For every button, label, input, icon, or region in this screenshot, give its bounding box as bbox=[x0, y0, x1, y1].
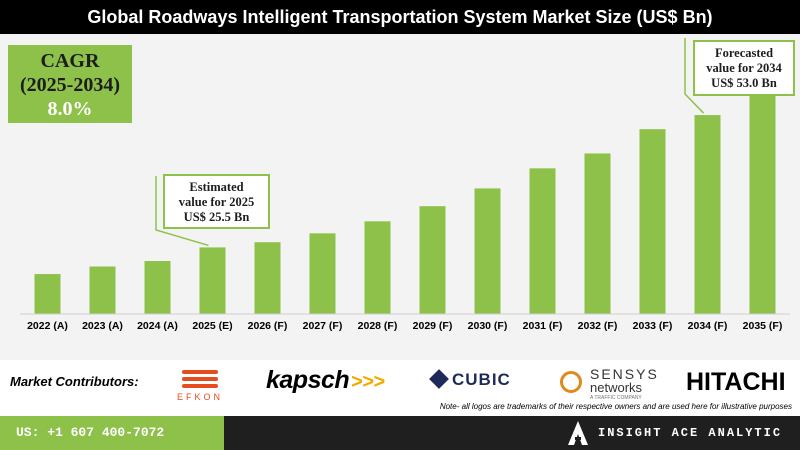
x-tick-label: 2034 (F) bbox=[688, 320, 728, 332]
estimated-callout-line1: Estimated bbox=[189, 180, 244, 194]
estimated-callout-line2: value for 2025 bbox=[178, 195, 255, 209]
chart-area: 2022 (A) 2023 (A) 2024 (A) 2025 (E) 2026 (F)… bbox=[0, 34, 800, 360]
x-tick-label: 2030 (F) bbox=[468, 320, 508, 332]
estimated-callout-connector bbox=[155, 176, 209, 247]
bar-2028-f bbox=[364, 221, 391, 314]
x-tick-label: 2025 (E) bbox=[192, 320, 232, 332]
kapsch-logo-text: kapsch bbox=[266, 366, 350, 394]
footer-phone: US: +1 607 400-7072 bbox=[0, 416, 224, 450]
x-tick-label: 2028 (F) bbox=[358, 320, 398, 332]
bar-2023-a bbox=[89, 266, 116, 314]
forecasted-callout-connector bbox=[684, 38, 705, 114]
bar-2032-f bbox=[584, 153, 611, 314]
forecasted-callout-line1: Forecasted bbox=[714, 46, 774, 60]
estimated-callout: Estimated value for 2025 US$ 25.5 Bn bbox=[163, 174, 270, 229]
x-tick-label: 2035 (F) bbox=[743, 320, 783, 332]
sensys-networks-logo: SENSYS networks A TRAFFIC COMPANY bbox=[560, 366, 660, 406]
cubic-logo-text: CUBIC bbox=[452, 370, 511, 389]
cagr-value: 8.0% bbox=[47, 98, 93, 120]
cubic-mark-icon bbox=[429, 369, 449, 389]
efkon-logo: EFKON bbox=[172, 366, 228, 410]
insightace-logo-icon bbox=[568, 421, 588, 445]
cagr-label: CAGR bbox=[40, 50, 100, 72]
bar-2035-f bbox=[749, 81, 776, 314]
x-tick-label: 2029 (F) bbox=[413, 320, 453, 332]
sensys-logo-line3: A TRAFFIC COMPANY bbox=[590, 395, 642, 401]
forecasted-callout: Forecasted value for 2034 US$ 53.0 Bn bbox=[693, 40, 795, 96]
x-tick-label: 2022 (A) bbox=[27, 320, 68, 332]
market-contributors-label: Market Contributors: bbox=[10, 374, 139, 389]
cubic-logo: CUBIC bbox=[429, 369, 511, 390]
bar-2024-a bbox=[144, 261, 171, 314]
kapsch-arrows-icon: >>> bbox=[351, 371, 385, 393]
x-tick-label: 2027 (F) bbox=[303, 320, 343, 332]
bar-2026-f bbox=[254, 242, 281, 314]
bar-2030-f bbox=[474, 188, 501, 314]
bar-2027-f bbox=[309, 233, 336, 314]
sensys-logo-line1: SENSYS bbox=[590, 366, 659, 382]
bar-2022-a bbox=[34, 274, 61, 314]
chart-title: Global Roadways Intelligent Transportati… bbox=[0, 0, 800, 34]
x-tick-label: 2033 (F) bbox=[633, 320, 673, 332]
footer-brand: INSIGHT ACE ANALYTIC bbox=[598, 426, 783, 440]
market-contributors-row: Market Contributors: EFKON kapsch >>> CUB… bbox=[0, 360, 800, 416]
bar-2025-e bbox=[199, 247, 226, 314]
x-tick-label: 2024 (A) bbox=[137, 320, 178, 332]
cagr-period: (2025-2034) bbox=[20, 74, 120, 96]
estimated-callout-line3: US$ 25.5 Bn bbox=[183, 210, 250, 224]
bar-2029-f bbox=[419, 206, 446, 314]
x-tick-label: 2032 (F) bbox=[578, 320, 618, 332]
cagr-box: CAGR (2025-2034) 8.0% bbox=[8, 45, 132, 123]
trademark-note: Note- all logos are trademarks of their … bbox=[439, 402, 792, 411]
efkon-logo-text: EFKON bbox=[176, 392, 223, 402]
bar-2034-f bbox=[694, 115, 721, 314]
kapsch-logo: kapsch >>> bbox=[266, 366, 385, 395]
forecasted-callout-line2: value for 2034 bbox=[706, 61, 782, 75]
efkon-mark-icon bbox=[172, 366, 228, 388]
sensys-logo-line2: networks bbox=[590, 380, 643, 395]
footer: US: +1 607 400-7072 INSIGHT ACE ANALYTIC bbox=[0, 416, 800, 450]
hitachi-logo: HITACHI bbox=[686, 368, 786, 396]
bar-2031-f bbox=[529, 168, 556, 314]
bar-2033-f bbox=[639, 129, 666, 314]
x-tick-label: 2023 (A) bbox=[82, 320, 123, 332]
x-tick-label: 2026 (F) bbox=[248, 320, 288, 332]
sensys-mark-icon bbox=[560, 371, 582, 393]
forecasted-callout-line3: US$ 53.0 Bn bbox=[711, 76, 777, 90]
x-tick-label: 2031 (F) bbox=[523, 320, 563, 332]
bar-chart: 2022 (A) 2023 (A) 2024 (A) 2025 (E) 2026 (F)… bbox=[20, 38, 790, 332]
